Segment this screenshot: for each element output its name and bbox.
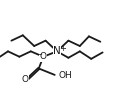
Text: N: N (53, 46, 60, 56)
Text: OH: OH (58, 71, 71, 80)
Text: −: − (34, 50, 41, 59)
Text: +: + (59, 44, 65, 53)
Text: O: O (21, 75, 28, 84)
Text: O: O (39, 52, 46, 61)
